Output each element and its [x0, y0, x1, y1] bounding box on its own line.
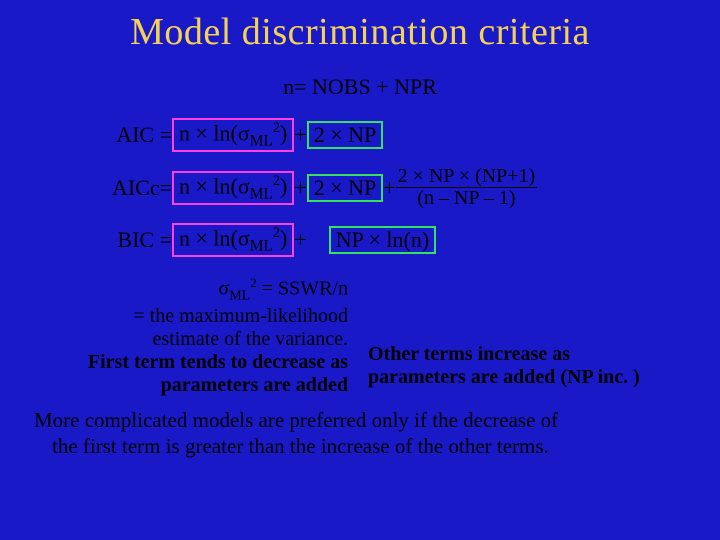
- aicc-plus: +: [294, 177, 306, 199]
- sigma-def-line: σML2 = SSWR/n: [30, 275, 348, 305]
- aic-plus: +: [294, 124, 306, 146]
- aic-second-term-box: 2 × NP: [307, 121, 384, 149]
- explain-right: Other terms increase as parameters are a…: [360, 275, 690, 397]
- aicc-row: AICc= n × ln(σML2) + 2 × NP + 2 × NP × (…: [102, 166, 690, 209]
- explain-left-l4: First term tends to decrease as: [30, 351, 348, 374]
- explain-right-l1: Other terms increase as: [368, 343, 690, 366]
- aic-row: AIC = n × ln(σML2) + 2 × NP: [102, 118, 690, 152]
- aic-sub: ML: [250, 133, 273, 150]
- aic-first-term-box: n × ln(σML2): [172, 118, 294, 152]
- conclusion: More complicated models are preferred on…: [30, 407, 690, 460]
- concl-l2: the first term is greater than the incre…: [34, 433, 686, 459]
- aicc-first-a: n × ln(σ: [179, 173, 250, 198]
- bic-row: BIC = n × ln(σML2) + NP × ln(n): [102, 223, 690, 257]
- sigma-b: = SSWR/n: [257, 278, 348, 300]
- explain-left-l3: estimate of the variance.: [30, 328, 348, 351]
- sigma-a: σ: [218, 278, 229, 300]
- aicc-second-term-box: 2 × NP: [307, 174, 384, 202]
- bic-plus: +: [294, 229, 306, 251]
- explain-left: σML2 = SSWR/n = the maximum-likelihood e…: [30, 275, 360, 397]
- bic-first-term-box: n × ln(σML2): [172, 223, 294, 257]
- aicc-sup: 2: [273, 173, 280, 189]
- bic-sub: ML: [250, 238, 273, 255]
- aic-label: AIC =: [102, 124, 172, 146]
- explain-left-l2: = the maximum-likelihood: [30, 305, 348, 328]
- aicc-frac-den: (n – NP – 1): [396, 188, 538, 209]
- aic-first-a: n × ln(σ: [179, 120, 250, 145]
- slide: Model discrimination criteria n= NOBS + …: [0, 0, 720, 540]
- bic-sup: 2: [273, 225, 280, 241]
- aicc-first-tail: ): [280, 173, 287, 198]
- aicc-label: AICc=: [102, 177, 172, 199]
- explain-row: σML2 = SSWR/n = the maximum-likelihood e…: [30, 275, 690, 397]
- aicc-frac-num: 2 × NP × (NP+1): [396, 166, 538, 188]
- bic-second-term-box: NP × ln(n): [329, 226, 436, 254]
- sigma-sub: ML: [229, 289, 250, 304]
- formulas-block: AIC = n × ln(σML2) + 2 × NP AICc= n × ln…: [102, 118, 690, 257]
- concl-l1: More complicated models are preferred on…: [34, 407, 686, 433]
- page-title: Model discrimination criteria: [30, 10, 690, 54]
- aicc-fraction: 2 × NP × (NP+1) (n – NP – 1): [396, 166, 538, 209]
- explain-right-l2: parameters are added (NP inc. ): [368, 366, 690, 389]
- bic-label: BIC =: [102, 229, 172, 251]
- bic-first-tail: ): [280, 225, 287, 250]
- aic-first-tail: ): [280, 120, 287, 145]
- bic-first-a: n × ln(σ: [179, 225, 250, 250]
- n-definition: n= NOBS + NPR: [30, 74, 690, 100]
- aicc-plus2: +: [383, 177, 395, 199]
- aic-sup: 2: [273, 120, 280, 136]
- aicc-sub: ML: [250, 185, 273, 202]
- aicc-first-term-box: n × ln(σML2): [172, 171, 294, 205]
- explain-left-l5: parameters are added: [30, 374, 348, 397]
